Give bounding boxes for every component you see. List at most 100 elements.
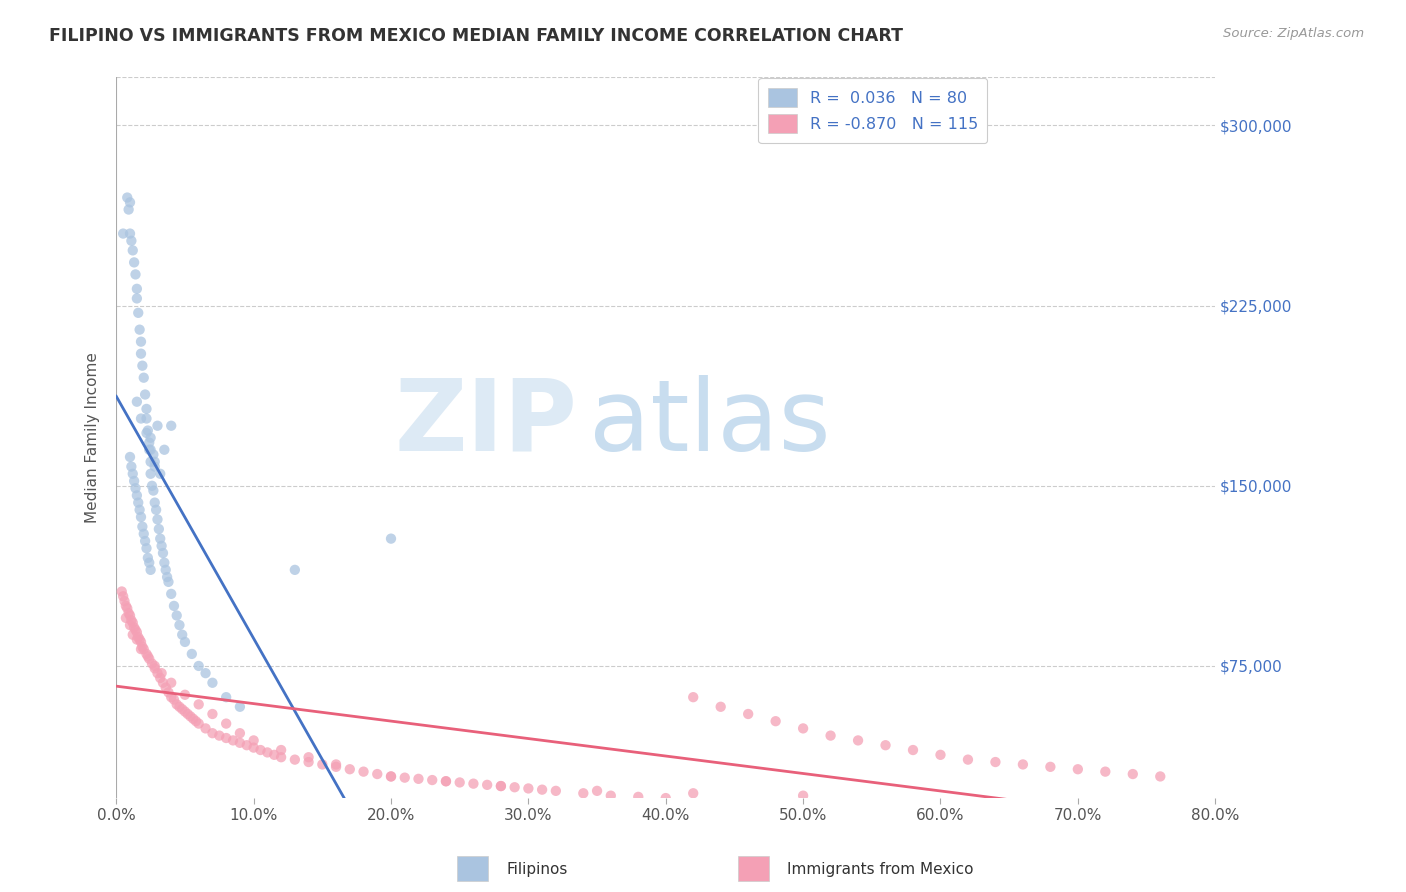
Point — [215, 716, 238, 731]
Point — [139, 455, 162, 469]
Point — [181, 712, 204, 726]
Point — [194, 722, 217, 736]
Point — [1012, 757, 1035, 772]
Point — [121, 615, 143, 630]
Point — [1149, 769, 1171, 783]
Point — [929, 747, 952, 762]
Point — [172, 628, 194, 642]
Point — [180, 647, 202, 661]
Point — [765, 714, 787, 729]
Point — [131, 359, 153, 373]
Point — [599, 789, 621, 803]
Point — [136, 424, 159, 438]
Point — [215, 690, 238, 705]
Point — [249, 743, 271, 757]
Point — [166, 698, 188, 712]
Point — [353, 764, 375, 779]
Point — [710, 699, 733, 714]
Point — [135, 647, 157, 661]
Y-axis label: Median Family Income: Median Family Income — [86, 352, 100, 524]
Point — [122, 255, 145, 269]
Point — [138, 556, 160, 570]
Point — [179, 709, 201, 723]
Point — [222, 733, 245, 747]
Point — [270, 750, 292, 764]
Point — [339, 762, 361, 776]
Point — [125, 488, 148, 502]
Point — [174, 705, 197, 719]
Point — [138, 435, 160, 450]
Point — [139, 442, 162, 457]
Point — [737, 706, 759, 721]
Text: atlas: atlas — [589, 375, 831, 472]
Point — [152, 546, 174, 560]
Point — [115, 599, 138, 613]
Point — [136, 649, 159, 664]
Point — [792, 722, 814, 736]
Point — [141, 657, 163, 671]
Point — [208, 729, 231, 743]
Point — [132, 370, 155, 384]
Point — [366, 767, 388, 781]
Point — [169, 699, 191, 714]
Point — [127, 630, 149, 644]
Point — [187, 659, 209, 673]
Point — [682, 786, 704, 800]
Point — [125, 292, 148, 306]
Point — [420, 772, 443, 787]
Point — [155, 681, 177, 695]
Point — [408, 772, 430, 786]
Point — [127, 495, 149, 509]
Point — [820, 729, 842, 743]
Point — [160, 690, 183, 705]
Point — [145, 503, 167, 517]
Point — [655, 791, 678, 805]
Point — [142, 448, 165, 462]
Point — [120, 234, 142, 248]
Point — [157, 574, 180, 589]
Legend: R =  0.036   N = 80, R = -0.870   N = 115: R = 0.036 N = 80, R = -0.870 N = 115 — [758, 78, 987, 143]
Point — [489, 779, 512, 793]
Point — [503, 780, 526, 795]
Point — [201, 706, 224, 721]
Point — [531, 782, 554, 797]
Point — [150, 539, 173, 553]
Point — [138, 652, 160, 666]
Point — [129, 334, 152, 349]
Point — [984, 755, 1007, 769]
Point — [394, 771, 416, 785]
Point — [875, 738, 897, 752]
Point — [150, 666, 173, 681]
Point — [517, 781, 540, 796]
Point — [157, 685, 180, 699]
Point — [146, 666, 169, 681]
Point — [129, 411, 152, 425]
Point — [155, 563, 177, 577]
Point — [120, 613, 142, 627]
Point — [434, 774, 457, 789]
Point — [956, 753, 979, 767]
Point — [229, 726, 252, 740]
Point — [586, 784, 609, 798]
Point — [128, 503, 150, 517]
Point — [125, 394, 148, 409]
Point — [121, 467, 143, 481]
Point — [128, 632, 150, 647]
Point — [134, 387, 156, 401]
Point — [263, 747, 285, 762]
Point — [125, 282, 148, 296]
Point — [121, 628, 143, 642]
Point — [160, 675, 183, 690]
Point — [124, 268, 146, 282]
Point — [325, 760, 347, 774]
Point — [449, 775, 471, 789]
Point — [139, 431, 162, 445]
Point — [1039, 760, 1062, 774]
Point — [146, 512, 169, 526]
Point — [153, 442, 176, 457]
Point — [143, 495, 166, 509]
Point — [118, 227, 141, 241]
Point — [143, 659, 166, 673]
Text: Immigrants from Mexico: Immigrants from Mexico — [787, 863, 974, 877]
Point — [111, 584, 134, 599]
